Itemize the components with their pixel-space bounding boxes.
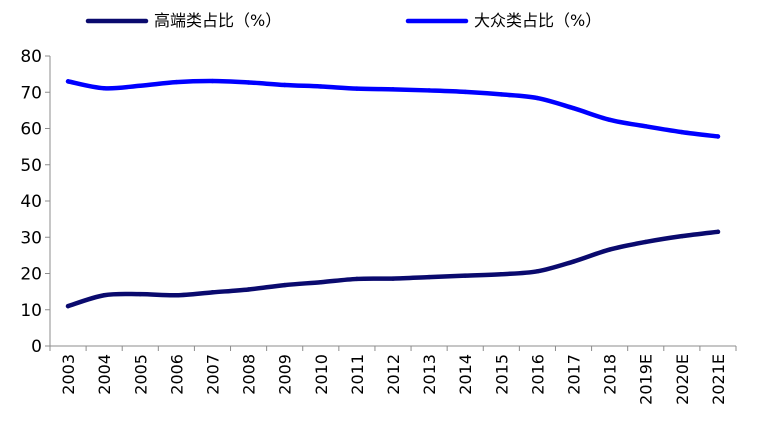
series-0-point: [101, 293, 107, 298]
legend-label-1: 大众类占比（%）: [474, 11, 601, 30]
series-1-point: [390, 87, 396, 92]
x-tick-label: 2005: [131, 354, 150, 395]
series-1-point: [138, 83, 143, 88]
series-1-point: [679, 129, 685, 135]
x-tick-label: 2008: [240, 354, 259, 395]
x-tick-label: 2011: [348, 354, 367, 395]
series-1-point: [463, 89, 468, 95]
series-1-point: [535, 95, 540, 101]
series-1-point: [426, 88, 432, 93]
y-tick-label: 50: [20, 156, 42, 176]
series-0-point: [282, 282, 287, 288]
series-1-point: [715, 134, 721, 139]
series-0-point: [607, 247, 612, 252]
x-tick-label: 2007: [203, 354, 222, 395]
x-tick-label: 2010: [312, 354, 331, 395]
series-0-point: [643, 239, 648, 245]
series-1-point: [246, 80, 251, 85]
series-0-point: [65, 303, 71, 309]
x-tick-label: 2003: [59, 354, 78, 395]
series-1-point: [318, 84, 323, 89]
y-tick-label: 0: [31, 337, 42, 357]
x-tick-label: 2009: [276, 354, 295, 395]
x-tick-label: 2021E: [709, 354, 728, 405]
y-tick-label: 30: [20, 228, 42, 248]
series-0-point: [499, 272, 504, 277]
series-0-point: [715, 229, 721, 235]
series-1-point: [499, 92, 504, 97]
y-tick-label: 10: [20, 301, 42, 321]
x-tick-label: 2012: [384, 354, 403, 395]
series-0-point: [679, 233, 685, 239]
x-tick-label: 2006: [167, 354, 186, 395]
y-axis: 0 10 20 30 40 50 60 70 80: [20, 47, 51, 357]
x-tick-label: 2019E: [637, 354, 656, 405]
series-0-point: [463, 273, 468, 278]
series-0-point: [210, 290, 215, 295]
series-0-point: [426, 274, 432, 280]
series-line-0: [65, 229, 721, 309]
series-1-point: [354, 86, 360, 91]
x-tick-label: 2013: [420, 354, 439, 395]
series-layer: [65, 78, 721, 309]
y-tick-label: 60: [20, 120, 42, 140]
y-tick-label: 80: [20, 47, 42, 67]
series-0-point: [535, 269, 540, 274]
legend: 高端类占比（%） 大众类占比（%）: [85, 11, 601, 30]
y-tick-label: 20: [20, 265, 42, 285]
series-1-point: [210, 78, 215, 84]
series-0-point: [174, 293, 179, 298]
series-1-point: [101, 86, 107, 91]
series-1-point: [282, 82, 287, 88]
x-tick-label: 2018: [601, 354, 620, 395]
series-1-point: [607, 117, 612, 123]
series-0-point: [390, 276, 396, 281]
x-tick-label: 2016: [528, 354, 547, 395]
x-tick-label: 2004: [95, 354, 114, 395]
series-0-point: [138, 291, 143, 297]
y-tick-label: 40: [20, 192, 42, 212]
x-tick-label: 2015: [492, 354, 511, 395]
x-axis: 2003 2004 2005 2006 2007 2008 2009 2010 2011 2012…: [49, 345, 737, 405]
x-tick-label: 2014: [456, 354, 475, 395]
series-1-point: [174, 79, 179, 85]
y-tick-label: 70: [20, 83, 42, 103]
series-0-point: [354, 276, 360, 282]
series-0-point: [571, 259, 576, 264]
series-1-point: [65, 79, 71, 84]
legend-label-0: 高端类占比（%）: [154, 11, 281, 30]
series-1-point: [571, 106, 576, 111]
series-0-point: [246, 287, 251, 292]
x-tick-label: 2020E: [673, 354, 692, 405]
series-0-point: [318, 280, 323, 285]
x-tick-label: 2017: [565, 354, 584, 395]
series-1-point: [643, 124, 648, 129]
